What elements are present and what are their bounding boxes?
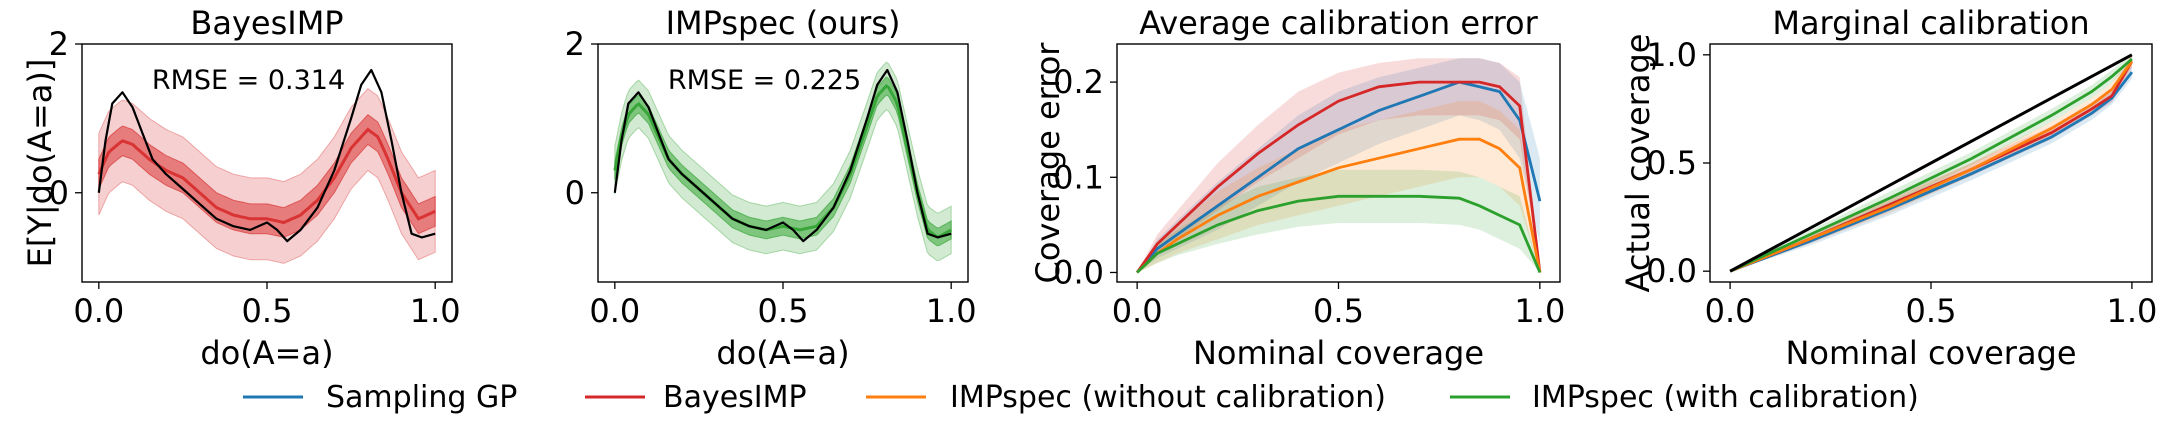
x-tick-label: 0.0	[73, 292, 124, 330]
series-line-4	[1729, 58, 2133, 273]
inner-credible-band	[98, 114, 436, 238]
chart-panel-2: 0.0 0.5 1.0 0 2 IMPspec (ours) do(A=a) RMSE = 0…	[565, 4, 977, 372]
y-tick-label: 0.5	[1646, 144, 1697, 182]
y-tick-label: 0.0	[1053, 253, 1104, 291]
plot-area	[1135, 58, 1542, 274]
legend-label: BayesIMP	[663, 380, 807, 415]
x-tick-label: 0.0	[1705, 292, 1756, 330]
y-tick-label: 0	[49, 174, 69, 212]
series-band-1	[1137, 58, 1540, 273]
series-band-2	[1137, 58, 1540, 273]
chart-panel-1: 0.0 0.5 1.0 0 2 BayesIMP do(A=a) E[Y|do(A=a)] RM…	[21, 4, 461, 372]
y-tick-label: 0.2	[1053, 63, 1104, 101]
plot-area	[613, 61, 952, 262]
rmse-annotation: RMSE = 0.225	[668, 65, 861, 96]
y-tick-label: 2	[49, 25, 69, 63]
chart-panel-4: 0.0 0.5 1.0 0.0 0.5 1.0 Marginal calibration No…	[1619, 4, 2157, 372]
y-tick-label: 1.0	[1646, 36, 1697, 74]
plot-area	[97, 68, 436, 264]
outer-credible-band	[614, 61, 952, 262]
x-axis-label: Nominal coverage	[1785, 334, 2076, 372]
legend-label: IMPspec (with calibration)	[1532, 380, 1919, 415]
y-axis-label: Coverage error	[1029, 42, 1067, 284]
y-tick-label: 0.1	[1053, 158, 1104, 196]
chart-panels: 0.0 0.5 1.0 0 2 BayesIMP do(A=a) E[Y|do(A=a)] RM…	[21, 4, 2157, 372]
x-tick-label: 1.0	[2106, 292, 2157, 330]
y-tick-label: 0.0	[1646, 252, 1697, 290]
legend: Sampling GP BayesIMP IMPspec (without cali…	[243, 380, 1919, 415]
series-line-5	[1729, 53, 2133, 273]
x-tick-label: 0.5	[1906, 292, 1957, 330]
outer-credible-band	[98, 87, 436, 264]
x-tick-label: 0.5	[242, 292, 293, 330]
y-tick-label: 2	[565, 25, 585, 63]
series-line-1	[1729, 71, 2134, 273]
y-axis-label: E[Y|do(A=a)]	[21, 59, 59, 268]
y-axis-label: Actual coverage	[1619, 34, 1657, 293]
x-tick-label: 1.0	[410, 292, 461, 330]
legend-item-2: BayesIMP	[585, 380, 807, 415]
plot-area	[1729, 53, 2134, 273]
ground-truth-line	[613, 68, 952, 243]
legend-item-1: Sampling GP	[243, 380, 517, 415]
x-tick-label: 1.0	[1514, 292, 1565, 330]
x-tick-label: 0.0	[1112, 292, 1163, 330]
chart-title: Average calibration error	[1139, 4, 1538, 42]
series-band-4	[1137, 169, 1540, 273]
chart-title: BayesIMP	[190, 4, 343, 42]
series-line-1	[1136, 80, 1542, 274]
x-axis-label: do(A=a)	[716, 334, 849, 372]
chart-panel-3: 0.0 0.5 1.0 0.0 0.1 0.2 Average calibration er…	[1029, 4, 1565, 372]
legend-item-3: IMPspec (without calibration)	[866, 380, 1386, 415]
series-line-2	[1135, 80, 1542, 274]
chart-title: IMPspec (ours)	[666, 4, 901, 42]
rmse-annotation: RMSE = 0.314	[152, 65, 345, 96]
legend-label: IMPspec (without calibration)	[950, 380, 1386, 415]
x-tick-label: 0.0	[589, 292, 640, 330]
x-axis-label: do(A=a)	[200, 334, 333, 372]
legend-item-4: IMPspec (with calibration)	[1450, 380, 1919, 415]
x-tick-label: 0.5	[1313, 292, 1364, 330]
series-line-4	[1136, 194, 1542, 274]
chart-title: Marginal calibration	[1772, 4, 2089, 42]
x-tick-label: 1.0	[926, 292, 977, 330]
y-tick-label: 0	[565, 174, 585, 212]
x-axis-label: Nominal coverage	[1193, 334, 1484, 372]
x-tick-label: 0.5	[758, 292, 809, 330]
series-line-3	[1136, 137, 1542, 274]
legend-label: Sampling GP	[326, 380, 517, 415]
series-line-3	[1729, 60, 2134, 273]
ground-truth-line	[97, 68, 436, 243]
